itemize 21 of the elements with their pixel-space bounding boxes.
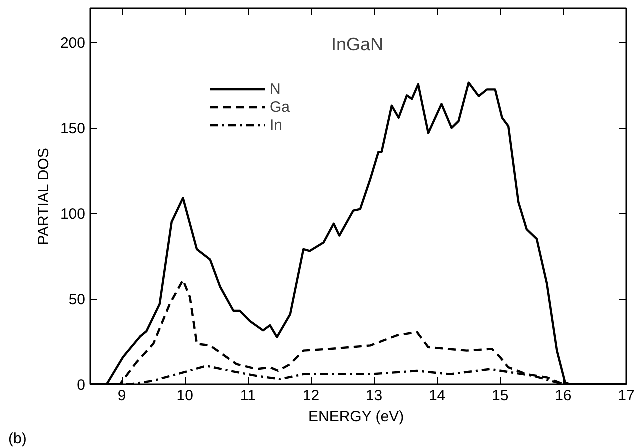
x-tick-label: 12 [302, 388, 320, 404]
y-tick-label: 50 [68, 292, 86, 309]
text: (b) [8, 430, 27, 447]
text: InGaN [331, 34, 384, 54]
x-tick-label: 15 [492, 388, 509, 404]
legend-label: In [270, 116, 284, 134]
legend-label: N [270, 80, 282, 98]
x-tick-label: 11 [240, 388, 256, 404]
x-tick-label: 13 [366, 388, 383, 404]
x-tick-label: 14 [428, 388, 446, 404]
legend-label: Ga [270, 98, 290, 116]
x-axis-title: ENERGY (eV) [308, 408, 404, 426]
x-tick-label: 10 [176, 388, 194, 404]
x-tick-label: 17 [618, 388, 635, 404]
y-tick-label: 100 [60, 206, 86, 224]
x-tick-label: 16 [555, 388, 572, 404]
x-tick-label: 9 [118, 388, 126, 404]
y-tick-label: 150 [60, 120, 86, 138]
y-tick-label: 200 [60, 35, 86, 52]
y-tick-label: 0 [77, 377, 86, 394]
y-axis-title: PARTIAL DOS [35, 148, 52, 246]
